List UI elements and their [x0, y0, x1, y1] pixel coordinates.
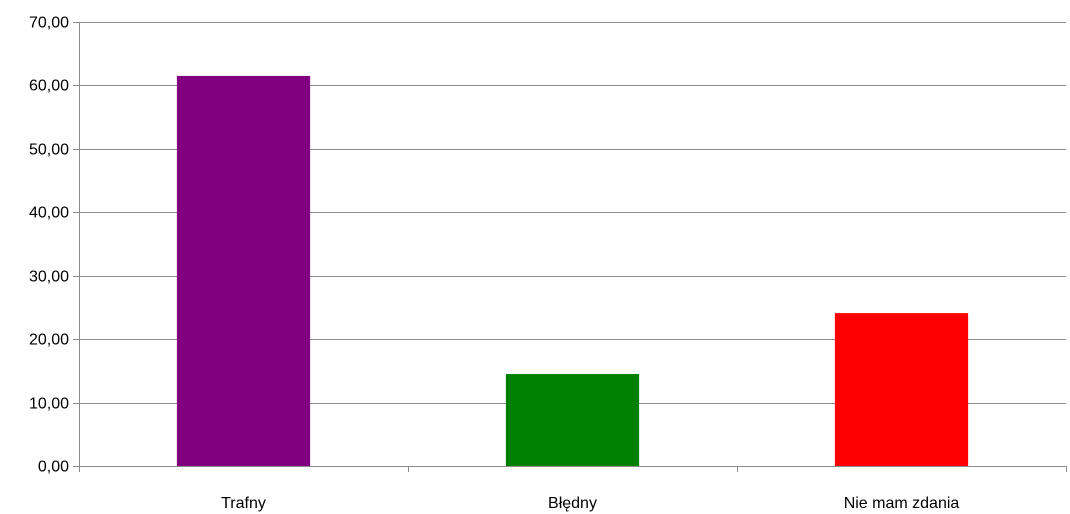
- y-tick-label: 30,00: [29, 269, 69, 286]
- y-tick-label: 60,00: [29, 78, 69, 95]
- bar: [505, 374, 640, 466]
- y-tick-label: 10,00: [29, 396, 69, 413]
- y-axis-tick-labels: 0,00 10,00 20,00 30,00 40,00 50,00 60,00 70,00: [29, 15, 69, 476]
- y-tick-label: 50,00: [29, 142, 69, 159]
- bar: [176, 75, 311, 467]
- y-tick-label: 20,00: [29, 332, 69, 349]
- y-tick-label: 40,00: [29, 205, 69, 222]
- x-tick-label: Błędny: [548, 495, 597, 512]
- x-tick-label: Nie mam zdania: [844, 495, 960, 512]
- bar: [834, 313, 969, 466]
- bars: [176, 75, 969, 467]
- y-tick-label: 0,00: [38, 459, 69, 476]
- y-tick-label: 70,00: [29, 15, 69, 32]
- x-tick-label: Trafny: [221, 495, 266, 512]
- axes: [73, 22, 1067, 472]
- x-axis-tick-labels: Trafny Błędny Nie mam zdania: [221, 495, 959, 512]
